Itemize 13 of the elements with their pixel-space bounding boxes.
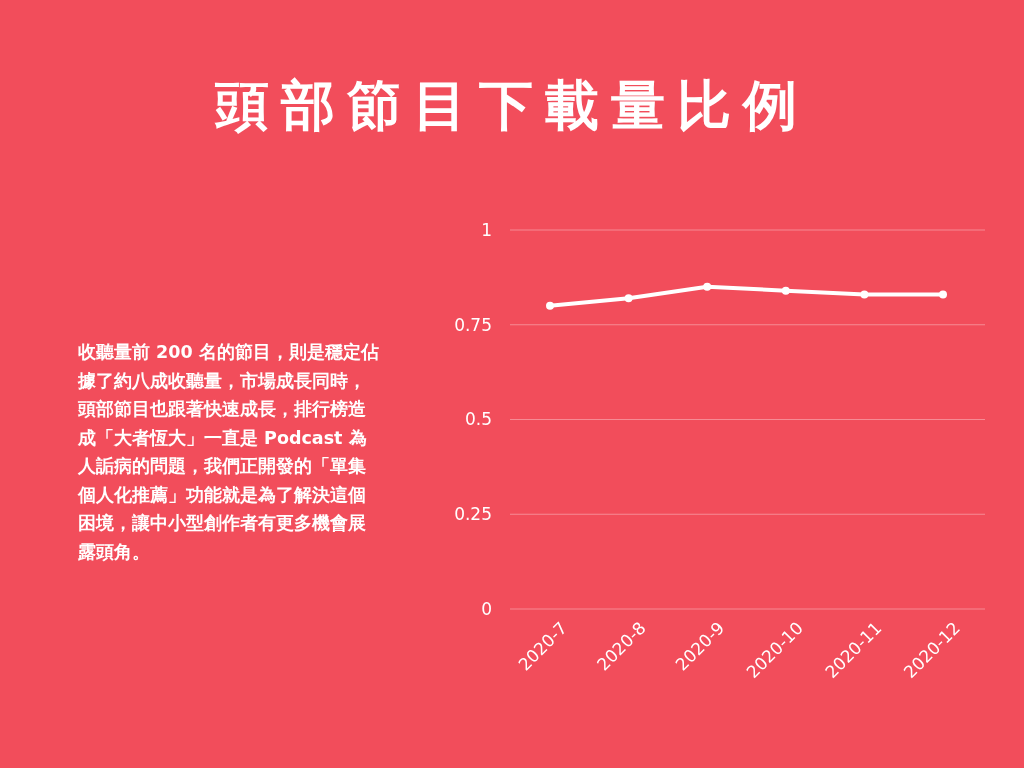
y-tick-label: 0 [481,598,492,619]
point [624,294,633,303]
point [546,301,554,310]
chart-title: 頭部節目下載量比例 [214,73,810,139]
y-tick-label: 0.5 [464,409,492,430]
y-tick-label: 1 [481,219,492,240]
y-tick-label: 0.25 [454,504,492,525]
y-tick-label: 0.75 [454,314,492,335]
point [860,290,869,299]
point [939,290,947,299]
point [781,286,790,295]
point [703,282,712,291]
text: 收聽量前 200 名的節目，則是穩定佔據了約八成收聽量，市場成長同時，頭部節目也跟著快速成長，排行榜造成「大者恆大」一直是 Podcast 為人詬病的問題，我們正開發的「單集個人化推薦」功能就是為了解決這個困境，讓中小型創作者有更多機會展露頭角。 [78,341,380,564]
